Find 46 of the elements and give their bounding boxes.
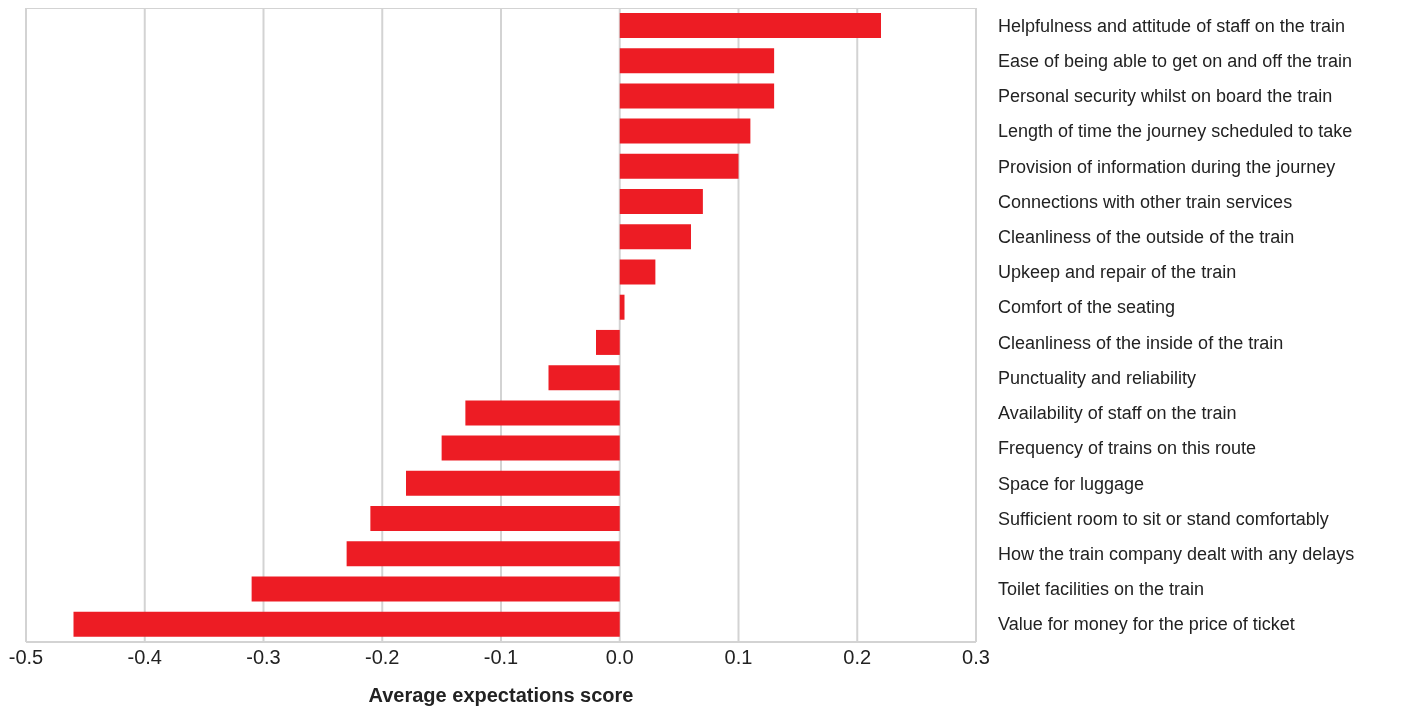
x-tick-label: -0.2 xyxy=(365,646,400,669)
y-tick-label: Ease of being able to get on and off the train xyxy=(998,50,1352,71)
bar xyxy=(619,224,691,250)
x-tick-label: 0.0 xyxy=(605,646,634,669)
x-axis-title: Average expectations score xyxy=(368,684,634,706)
bar xyxy=(619,118,751,144)
x-tick-label: 0.1 xyxy=(724,646,753,669)
bar xyxy=(619,259,656,285)
x-tick-label: -0.3 xyxy=(246,646,281,669)
y-tick-label: Sufficient room to sit or stand comfortably xyxy=(998,508,1329,529)
bar xyxy=(596,329,620,355)
bar xyxy=(548,365,620,391)
bar xyxy=(619,48,775,74)
y-tick-label: Comfort of the seating xyxy=(998,297,1176,318)
y-tick-label: Value for money for the price of ticket xyxy=(998,614,1295,635)
y-tick-label: Connections with other train services xyxy=(998,191,1293,212)
bar xyxy=(619,294,625,320)
x-tick-label: 0.3 xyxy=(962,646,990,669)
y-tick-label: Provision of information during the journey xyxy=(998,156,1336,177)
bar xyxy=(619,189,703,215)
x-tick-label: -0.5 xyxy=(8,646,44,669)
bar xyxy=(406,470,620,496)
bar xyxy=(619,12,881,38)
bar xyxy=(619,83,775,109)
y-tick-label: Frequency of trains on this route xyxy=(998,438,1257,459)
x-tick-label: -0.1 xyxy=(483,646,519,669)
bar xyxy=(251,576,620,602)
y-tick-label: Personal security whilst on board the train xyxy=(998,86,1333,107)
bar xyxy=(73,611,620,637)
y-tick-label: Upkeep and repair of the train xyxy=(998,262,1237,283)
y-tick-label: Availability of staff on the train xyxy=(998,403,1237,424)
bar xyxy=(619,153,739,179)
bar xyxy=(370,506,620,532)
x-tick-label: 0.2 xyxy=(843,646,872,669)
y-tick-label: Helpfulness and attitude of staff on the train xyxy=(998,15,1345,36)
y-tick-label: Cleanliness of the outside of the train xyxy=(998,226,1295,247)
y-tick-label: Cleanliness of the inside of the train xyxy=(998,332,1284,353)
bar xyxy=(346,541,620,567)
y-tick-label: Space for luggage xyxy=(998,473,1145,494)
bar xyxy=(465,400,620,426)
y-tick-label: Length of time the journey scheduled to take xyxy=(998,121,1353,142)
y-tick-label: How the train company dealt with any delays xyxy=(998,543,1355,564)
x-tick-label: -0.4 xyxy=(127,646,162,669)
y-tick-label: Toilet facilities on the train xyxy=(998,579,1205,600)
y-tick-label: Punctuality and reliability xyxy=(998,367,1197,388)
bar xyxy=(441,435,620,461)
